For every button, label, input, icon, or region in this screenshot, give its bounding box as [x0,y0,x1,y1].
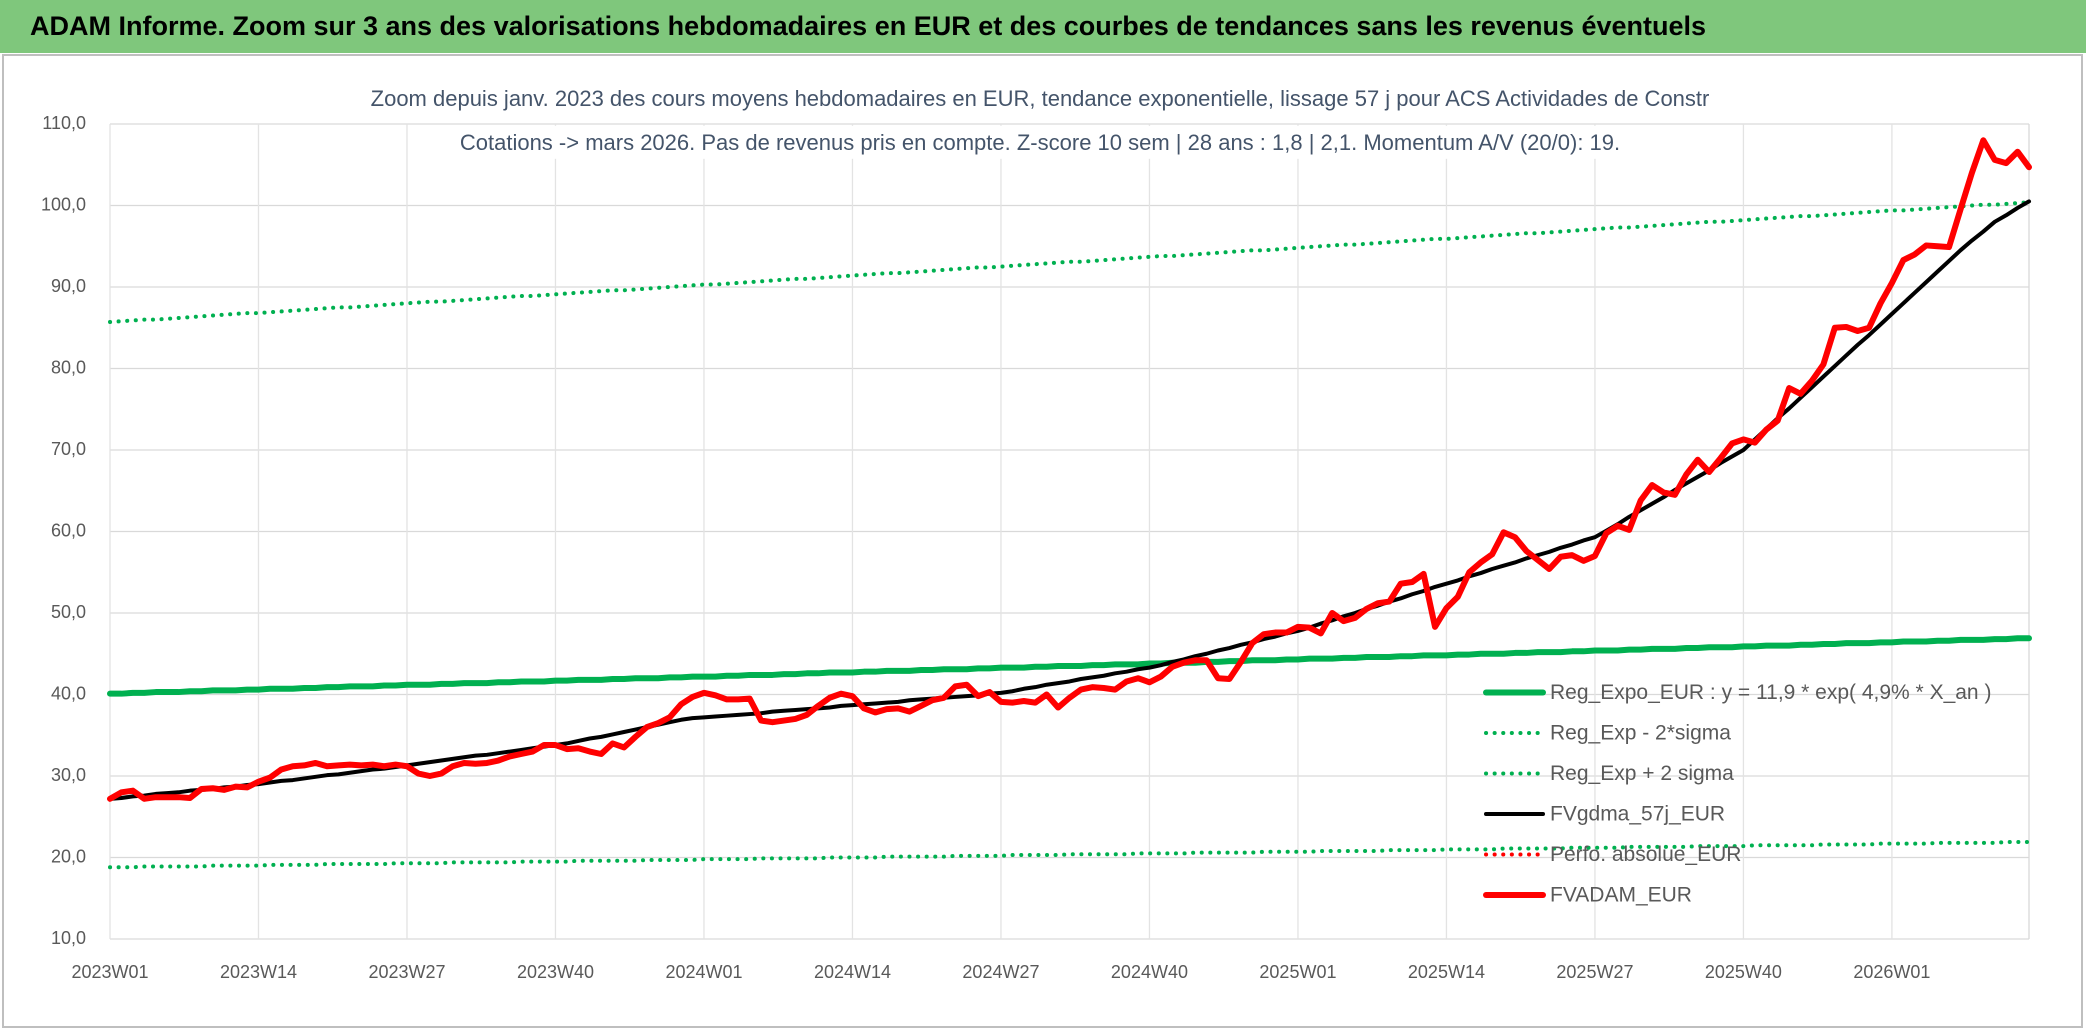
y-tick-label: 110,0 [42,113,86,133]
series-group [107,137,2032,870]
legend-label: Perfo. absolue_EUR [1550,843,1741,866]
x-tick-label: 2024W14 [814,962,891,982]
subtitle-background [362,81,1718,115]
series-line [108,840,2031,870]
series-line [107,137,2032,802]
y-tick-label: 50,0 [51,602,86,622]
chart-subtitle: Zoom depuis janv. 2023 des cours moyens … [371,86,1710,111]
y-tick-label: 60,0 [51,520,86,540]
x-tick-label: 2023W01 [71,962,148,982]
header-bar [0,0,2086,53]
x-tick-label: 2023W27 [368,962,445,982]
legend-label: FVADAM_EUR [1550,884,1692,907]
x-tick-label: 2025W01 [1259,962,1336,982]
subtitle-group: Zoom depuis janv. 2023 des cours moyens … [362,81,1718,159]
y-tick-label: 40,0 [51,683,86,703]
y-tick-label: 20,0 [51,846,86,866]
y-tick-label: 80,0 [51,357,86,377]
chart-subtitle: Cotations -> mars 2026. Pas de revenus p… [460,130,1620,155]
page-title: ADAM Informe. Zoom sur 3 ans des valoris… [30,11,1706,41]
series-line [108,200,2031,325]
series-line [107,635,2032,697]
x-tick-label: 2024W27 [962,962,1039,982]
subtitle-background [451,125,1629,159]
y-tick-label: 90,0 [51,276,86,296]
legend-label: FVgdma_57j_EUR [1550,803,1725,826]
y-tick-label: 10,0 [51,928,86,948]
x-tick-label: 2023W14 [220,962,297,982]
y-tick-label: 30,0 [51,765,86,785]
legend-label: Reg_Exp - 2*sigma [1550,722,1731,745]
grid: 10,0 20,0 30,0 40,0 50,0 60,0 70,0 80,0 90,0 100,… [41,113,2030,982]
chart-frame [2,54,2083,1028]
x-tick-label: 2025W27 [1556,962,1633,982]
x-tick-label: 2025W14 [1408,962,1485,982]
x-tick-label: 2024W40 [1111,962,1188,982]
y-tick-label: 70,0 [51,439,86,459]
legend: Reg_Expo_EUR : y = 11,9 * exp( 4,9% * X_… [1483,681,1991,907]
x-tick-label: 2026W01 [1853,962,1930,982]
y-tick-label: 100,0 [41,194,86,214]
legend-label: Reg_Exp + 2 sigma [1550,762,1734,785]
x-tick-label: 2024W01 [665,962,742,982]
legend-label: Reg_Expo_EUR : y = 11,9 * exp( 4,9% * X_… [1550,681,1991,704]
x-tick-label: 2025W40 [1705,962,1782,982]
x-tick-label: 2023W40 [517,962,594,982]
